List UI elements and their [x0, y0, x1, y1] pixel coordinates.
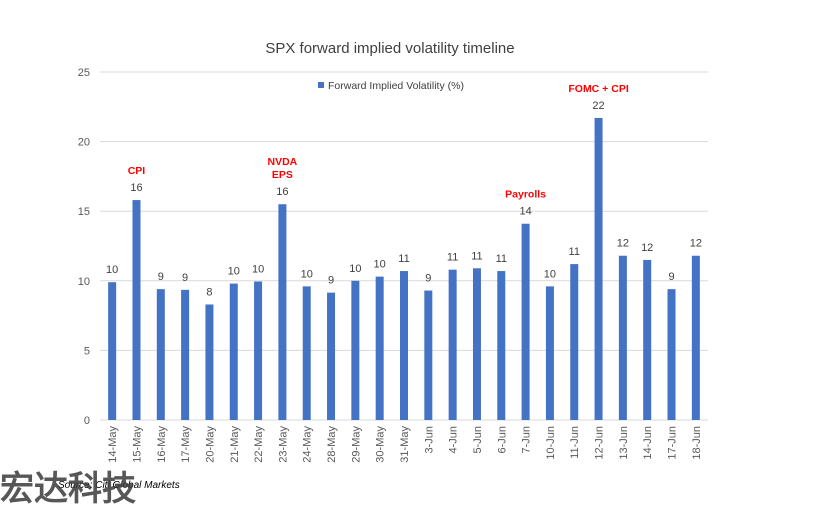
x-tick-label: 14-Jun: [642, 426, 654, 460]
data-label: 11: [398, 253, 409, 265]
data-label: 10: [544, 268, 556, 280]
bar: [156, 289, 165, 420]
x-tick-label: 13-Jun: [618, 426, 630, 460]
annotation-label: NVDA: [268, 156, 298, 168]
source-note: Source: Citi Global Markets: [58, 480, 180, 491]
x-tick-label: 29-May: [350, 426, 362, 463]
legend-label: Forward Implied Volatility (%): [328, 80, 464, 92]
y-tick-label: 25: [78, 67, 90, 79]
data-label: 11: [569, 246, 580, 258]
data-label: 11: [496, 253, 507, 265]
data-label: 10: [349, 263, 361, 275]
bar: [545, 286, 554, 420]
y-tick-label: 15: [78, 206, 90, 218]
data-label: 11: [447, 252, 458, 264]
data-labels: 10 16 9 9 8 10 10 16 10 9 10 10 11 9 11 11 11 14 10 11 22 12 1…: [106, 100, 702, 299]
x-tick-label: 11-Jun: [569, 426, 581, 459]
bar: [254, 281, 263, 420]
data-label: 12: [641, 242, 653, 254]
x-tick-label: 17-Jun: [667, 426, 679, 460]
annotation-label: Payrolls: [505, 189, 546, 201]
x-tick-label: 6-Jun: [496, 426, 508, 454]
data-label: 10: [301, 268, 313, 280]
x-tick-label: 3-Jun: [423, 426, 435, 454]
bar: [570, 264, 579, 420]
watermark-logo: 宏达科技: [0, 469, 136, 505]
bar: [521, 223, 530, 420]
y-tick-label: 5: [84, 345, 90, 357]
bar: [594, 117, 603, 420]
data-label: 12: [617, 238, 629, 250]
data-label: 11: [471, 250, 482, 262]
annotation-label: CPI: [128, 165, 146, 177]
data-label: 12: [690, 238, 702, 250]
annotation-label: FOMC + CPI: [568, 83, 628, 95]
bar: [448, 269, 457, 420]
x-tick-label: 28-May: [326, 426, 338, 463]
legend: Forward Implied Volatility (%): [318, 80, 464, 92]
data-label: 9: [158, 271, 164, 283]
data-label: 9: [182, 272, 188, 284]
bar: [472, 268, 481, 420]
data-label: 8: [206, 286, 212, 298]
bar: [497, 271, 506, 420]
bar: [132, 200, 141, 420]
bars: [108, 117, 700, 420]
x-tick-label: 21-May: [229, 426, 241, 463]
data-label: 14: [519, 206, 531, 218]
data-label: 22: [592, 100, 604, 112]
bar: [691, 255, 700, 420]
x-tick-labels: 14-May 15-May 16-May 17-May 20-May 21-May 22-M…: [107, 426, 703, 463]
bar: [327, 292, 336, 420]
bar: [400, 271, 408, 420]
x-tick-label: 22-May: [253, 426, 265, 463]
x-tick-label: 10-Jun: [545, 426, 557, 460]
data-label: 10: [228, 266, 240, 278]
data-label: 10: [374, 259, 386, 271]
bar: [108, 282, 117, 420]
x-tick-label: 15-May: [131, 426, 143, 463]
chart-title: SPX forward implied volatility timeline: [265, 40, 514, 57]
bar: [351, 280, 360, 420]
x-tick-label: 24-May: [302, 426, 314, 463]
x-tick-label: 5-Jun: [472, 426, 484, 454]
data-label: 10: [252, 263, 264, 275]
bar: [667, 289, 676, 420]
x-tick-label: 4-Jun: [448, 426, 460, 454]
bar: [618, 255, 627, 420]
legend-swatch: [318, 82, 324, 88]
bar: [205, 304, 214, 420]
bar: [643, 259, 652, 420]
data-label: 10: [106, 264, 118, 276]
y-tick-labels: 0 5 10 15 20 25: [78, 67, 90, 427]
x-tick-label: 17-May: [180, 426, 192, 463]
x-tick-label: 18-Jun: [691, 426, 703, 460]
bar: [181, 289, 190, 420]
data-label: 9: [425, 273, 431, 285]
x-tick-label: 7-Jun: [521, 426, 533, 454]
bar: [375, 276, 384, 420]
x-tick-label: 31-May: [399, 426, 411, 463]
y-tick-label: 10: [78, 276, 90, 288]
x-tick-label: 30-May: [375, 426, 387, 463]
data-label: 16: [130, 182, 142, 194]
bar: [229, 283, 238, 420]
y-tick-label: 20: [78, 137, 90, 149]
bar: [424, 290, 433, 420]
data-label: 9: [328, 275, 334, 287]
annotation-label: EPS: [272, 169, 293, 181]
data-label: 16: [276, 186, 288, 198]
x-tick-label: 16-May: [156, 426, 168, 463]
data-label: 9: [668, 271, 674, 283]
bar: [278, 204, 287, 420]
x-tick-label: 12-Jun: [594, 426, 606, 460]
x-tick-label: 20-May: [204, 426, 216, 463]
y-tick-label: 0: [84, 415, 90, 427]
bar: [302, 286, 311, 420]
x-tick-label: 23-May: [277, 426, 289, 463]
x-tick-label: 14-May: [107, 426, 119, 463]
